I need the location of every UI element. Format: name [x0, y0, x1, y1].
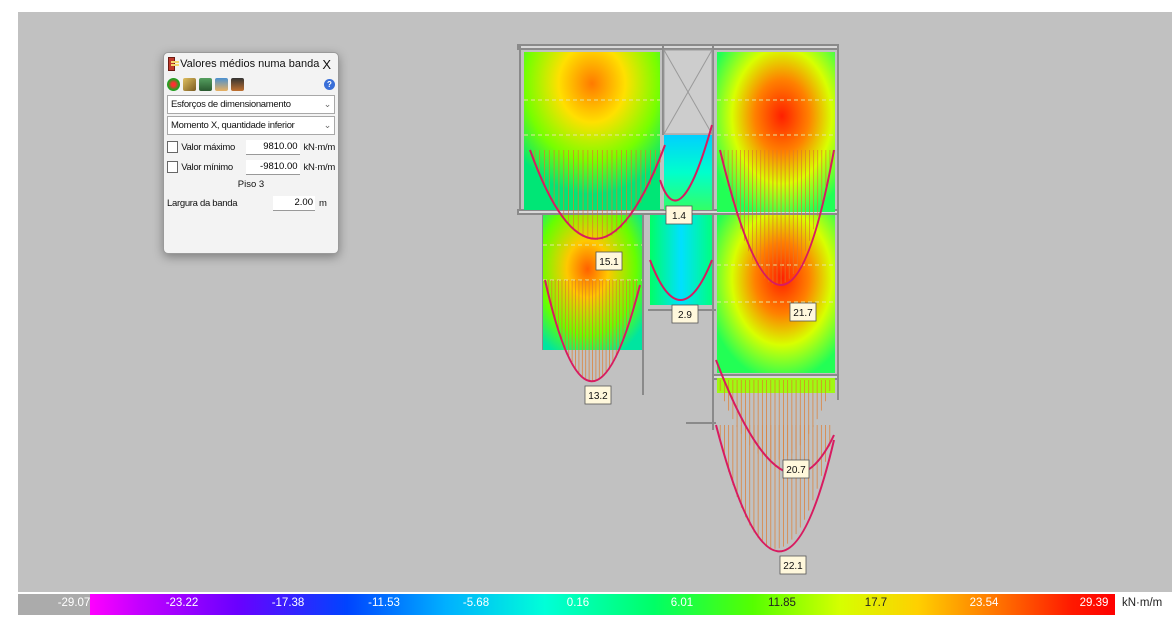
svg-text:2.9: 2.9	[678, 310, 692, 321]
moment-label-group: 15.1 1.4 21.7 2.9 13.2 20.7 22.1	[584, 205, 817, 575]
quantity-value: Momento X, quantidade inferior	[171, 120, 295, 131]
car-icon[interactable]	[231, 77, 244, 91]
moment-label: 13.2	[584, 385, 612, 405]
moment-label: 20.7	[782, 459, 810, 479]
svg-text:1.4: 1.4	[672, 211, 686, 222]
slab-strip[interactable]	[717, 378, 835, 393]
band-width-unit: m	[319, 197, 327, 209]
legend-tick: 23.54	[969, 597, 999, 609]
legend-tick: 6.01	[670, 597, 694, 609]
quantity-select[interactable]: Momento X, quantidade inferior ⌄	[167, 116, 335, 135]
moment-label: 21.7	[789, 302, 817, 322]
moment-label: 15.1	[595, 251, 623, 271]
band-values-dialog[interactable]: Valores médios numa banda X ? Esforços d…	[163, 52, 339, 254]
dialog-titlebar[interactable]: Valores médios numa banda X	[164, 53, 338, 75]
svg-text:22.1: 22.1	[783, 561, 803, 572]
max-value-row: Valor máximo kN·m/m	[164, 137, 338, 157]
legend-tick: -5.68	[462, 597, 490, 609]
legend-tick: -17.38	[271, 597, 305, 609]
search-person-icon[interactable]	[215, 77, 228, 91]
slab-panel-1[interactable]	[524, 52, 660, 210]
legend-tick: -23.22	[165, 597, 199, 609]
moment-curve-1	[529, 144, 666, 240]
svg-text:15.1: 15.1	[599, 257, 619, 268]
band-width-label: Largura da banda	[167, 197, 238, 209]
moment-label: 1.4	[665, 205, 693, 225]
moment-curve-4	[659, 124, 713, 202]
moment-curve-5	[719, 149, 835, 286]
min-value-unit: kN·m/m	[303, 161, 336, 173]
svg-text:20.7: 20.7	[786, 465, 806, 476]
color-legend: -29.07 -23.22 -17.38 -11.53 -5.68 0.16 6.01 11.…	[18, 594, 1115, 615]
band-width-row: Largura da banda m	[164, 193, 338, 213]
moment-curve-2	[544, 279, 641, 383]
circle-color-icon[interactable]	[167, 77, 180, 91]
slab-panel-5[interactable]	[664, 135, 712, 210]
dialog-toolbar: ?	[164, 75, 338, 93]
min-value-row: Valor mínimo kN·m/m	[164, 157, 338, 177]
min-value-field[interactable]	[245, 159, 300, 175]
legend-tick: 29.39	[1079, 597, 1109, 609]
slab-panel-3[interactable]	[717, 52, 835, 212]
structure-icon[interactable]	[199, 77, 212, 91]
opening-cross	[663, 49, 713, 135]
slab-panel-6[interactable]	[650, 215, 712, 305]
legend-tick: 11.85	[768, 597, 796, 609]
app-icon	[168, 57, 180, 71]
slab-panel-4[interactable]	[717, 215, 835, 373]
ruler-icon[interactable]	[183, 77, 196, 91]
max-value-field[interactable]	[245, 139, 300, 155]
max-value-checkbox[interactable]	[167, 141, 179, 153]
legend-tick: 0.16	[566, 597, 590, 609]
moment-label: 22.1	[779, 555, 807, 575]
band-width-field[interactable]	[273, 195, 315, 211]
moment-curve-6	[715, 359, 835, 475]
moment-curves	[529, 124, 835, 553]
moment-curve-3	[649, 259, 713, 301]
close-button[interactable]: X	[322, 56, 331, 72]
moment-hatching	[534, 150, 831, 549]
help-icon[interactable]: ?	[324, 78, 335, 90]
chevron-down-icon: ⌄	[323, 99, 332, 109]
svg-text:13.2: 13.2	[588, 391, 608, 402]
moment-label: 2.9	[671, 304, 699, 324]
svg-text:21.7: 21.7	[793, 308, 813, 319]
floor-label: Piso 3	[237, 179, 265, 190]
dialog-title: Valores médios numa banda	[180, 58, 320, 70]
chevron-down-icon: ⌄	[323, 120, 332, 130]
result-type-value: Esforços de dimensionamento	[171, 99, 291, 110]
min-value-label: Valor mínimo	[181, 161, 233, 173]
min-value-checkbox[interactable]	[167, 161, 179, 173]
legend-tick: -29.07	[57, 597, 91, 609]
legend-tick: -11.53	[368, 597, 400, 609]
legend-unit: kN·m/m	[1122, 597, 1163, 609]
model-viewport[interactable]: 15.1 1.4 21.7 2.9 13.2 20.7 22.1	[18, 12, 1172, 592]
result-type-select[interactable]: Esforços de dimensionamento ⌄	[167, 95, 335, 114]
max-value-label: Valor máximo	[181, 141, 235, 153]
slab-drawing[interactable]: 15.1 1.4 21.7 2.9 13.2 20.7 22.1	[18, 12, 1172, 592]
max-value-unit: kN·m/m	[303, 141, 336, 153]
legend-tick: 17.7	[864, 597, 888, 609]
moment-curve-7	[715, 424, 835, 553]
